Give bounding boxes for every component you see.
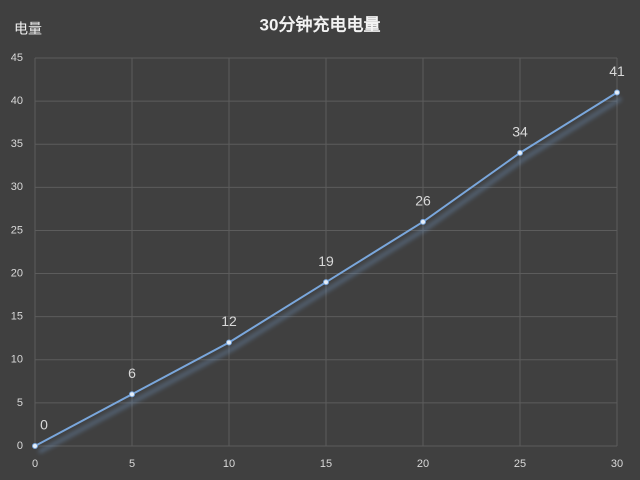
x-tick-label: 30: [611, 458, 623, 470]
point: [226, 339, 232, 346]
y-tick-label: 15: [11, 311, 23, 323]
x-tick-label: 20: [417, 458, 429, 470]
x-tick-label: 25: [514, 458, 526, 470]
y-tick-label: 0: [17, 440, 23, 452]
y-tick-label: 35: [11, 138, 23, 150]
y-tick-label: 20: [11, 267, 23, 279]
y-axis-label: 电量: [14, 21, 42, 37]
point: [32, 443, 38, 449]
y-tick-label: 25: [11, 224, 23, 236]
y-tick-label: 40: [11, 95, 23, 107]
x-tick-label: 5: [129, 458, 135, 470]
point: [420, 218, 426, 225]
point: [614, 89, 620, 96]
data-label: 41: [609, 63, 625, 79]
data-label: 19: [318, 253, 334, 269]
y-tick-label: 10: [11, 354, 23, 366]
point: [129, 391, 135, 398]
data-label: 34: [512, 124, 528, 140]
x-tick-label: 15: [320, 458, 332, 470]
point: [323, 279, 329, 286]
y-tick-label: 45: [11, 52, 23, 64]
y-tick-label: 30: [11, 181, 23, 193]
chart-title: 30分钟充电电量: [260, 14, 381, 34]
data-label: 6: [128, 365, 136, 381]
line-shadow: [38, 96, 623, 454]
data-label: 12: [221, 313, 237, 329]
data-label: 26: [415, 193, 431, 209]
x-tick-label: 0: [32, 458, 38, 470]
y-tick-label: 5: [17, 397, 23, 409]
point: [517, 149, 523, 156]
data-label: 0: [40, 417, 48, 433]
x-tick-label: 10: [223, 458, 235, 470]
